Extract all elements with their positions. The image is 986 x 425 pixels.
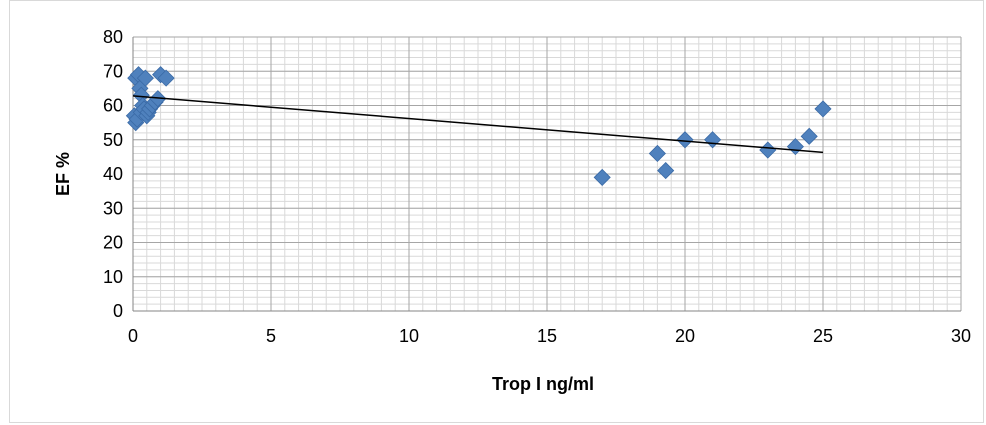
chart-frame: [9, 0, 984, 423]
data-point: [157, 69, 175, 87]
trendline-group: [132, 95, 824, 154]
data-point: [704, 131, 722, 149]
x-tick-label: 5: [266, 326, 276, 346]
y-tick-label: 60: [103, 96, 123, 116]
x-tick-label: 30: [951, 326, 971, 346]
data-point: [648, 144, 666, 163]
y-tick-label: 20: [103, 233, 123, 253]
y-tick-label: 70: [103, 61, 123, 81]
y-tick-labels: 0 10 20 30 40 50 60 70 80: [103, 27, 123, 321]
trendline: [132, 95, 824, 154]
data-point: [593, 168, 611, 186]
y-tick-label: 10: [103, 267, 123, 287]
data-point: [759, 141, 777, 159]
x-axis-title: Trop I ng/ml: [492, 374, 594, 394]
data-point: [676, 131, 694, 149]
x-tick-label: 25: [813, 326, 833, 346]
data-point: [136, 69, 154, 87]
y-tick-label: 50: [103, 130, 123, 150]
x-tick-label: 20: [675, 326, 695, 346]
y-tick-label: 40: [103, 164, 123, 184]
data-point: [800, 127, 818, 145]
data-point: [786, 138, 804, 156]
data-point: [814, 100, 832, 118]
x-tick-label: 15: [537, 326, 557, 346]
data-point: [657, 162, 675, 180]
y-tick-label: 0: [113, 301, 123, 321]
x-tick-label: 0: [128, 326, 138, 346]
y-axis-title: EF %: [53, 152, 73, 196]
x-tick-label: 10: [399, 326, 419, 346]
y-tick-label: 30: [103, 198, 123, 218]
y-tick-label: 80: [103, 27, 123, 47]
x-tick-labels: 0 5 10 15 20 25 30: [128, 326, 971, 346]
data-points: [125, 66, 832, 186]
